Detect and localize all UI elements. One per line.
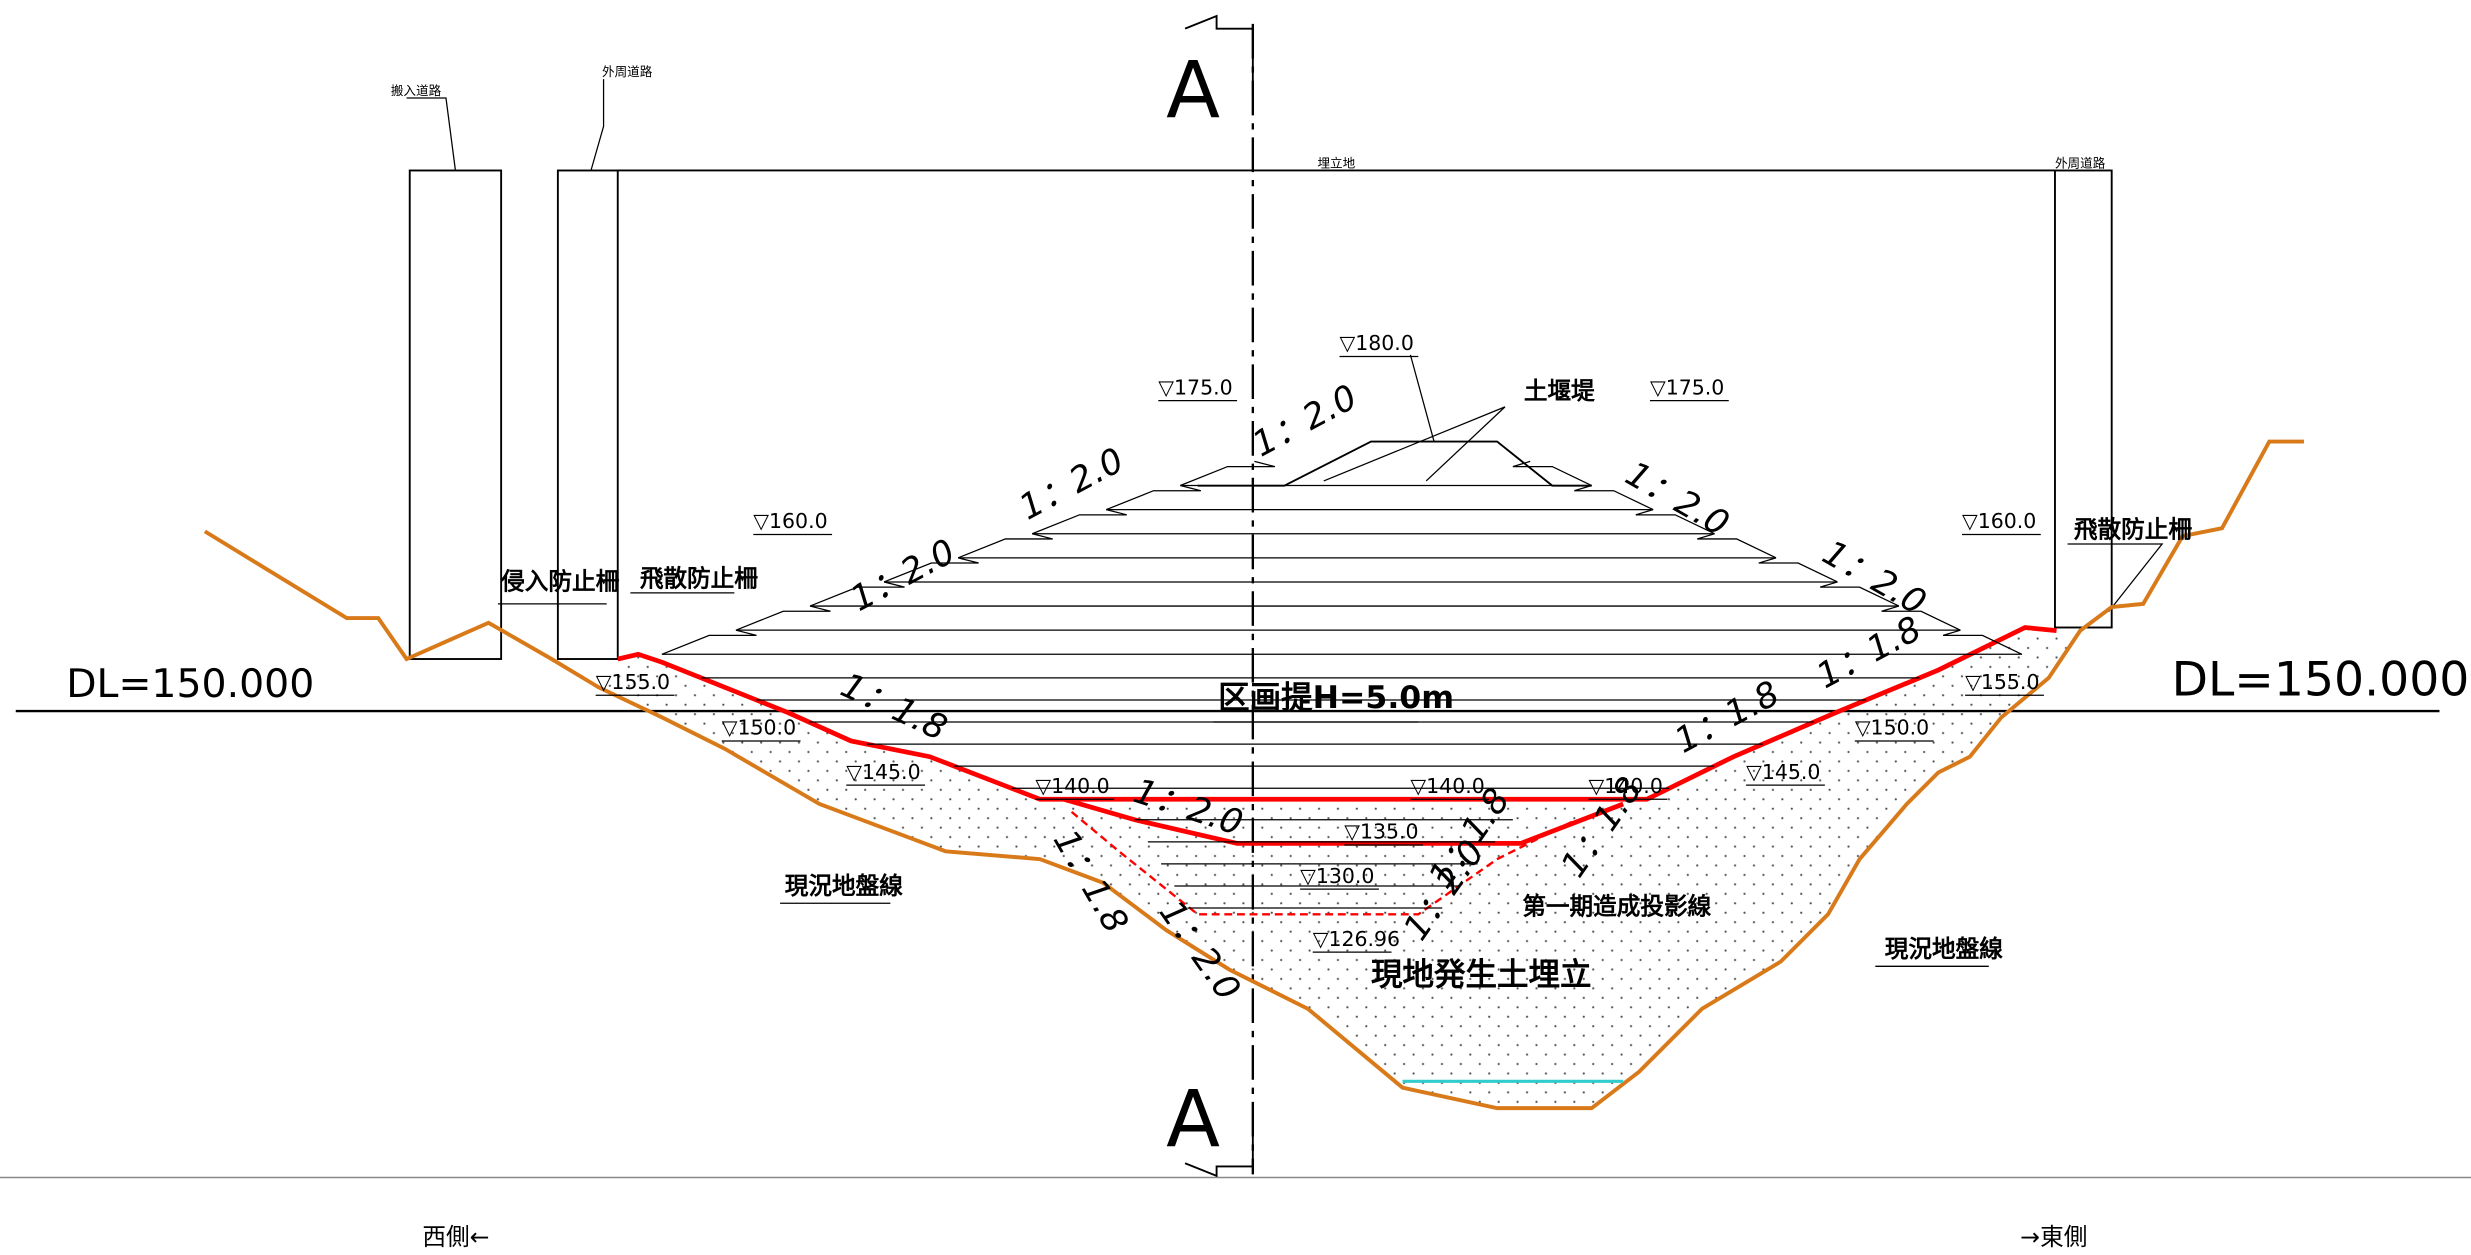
section-letter: A bbox=[1166, 44, 1220, 136]
terrace-step bbox=[1106, 484, 1201, 511]
road-box bbox=[556, 169, 619, 660]
elevation-label: ▽145.0 bbox=[846, 760, 920, 784]
terrace-step bbox=[735, 605, 831, 631]
leader bbox=[1409, 354, 1435, 442]
slope-label: 1：2.0 bbox=[1246, 377, 1364, 465]
elevation-label: ▽150.0 bbox=[1855, 716, 1929, 740]
road-label: 外周道路 bbox=[602, 64, 653, 79]
terrace-step bbox=[1697, 533, 1777, 559]
road-label: 埋立地 bbox=[1317, 155, 1355, 170]
red-line bbox=[617, 625, 2057, 802]
terrace-step bbox=[661, 629, 757, 655]
annotation: 現地発生土埋立 bbox=[1371, 956, 1592, 993]
road-box bbox=[2054, 169, 2113, 629]
terrace-step bbox=[1180, 460, 1276, 487]
slope-label: 1：2.0 bbox=[1619, 454, 1736, 545]
terrace-step bbox=[1574, 484, 1654, 511]
annotation: 土堰堤 bbox=[1524, 377, 1595, 405]
elevation-label: ▽160.0 bbox=[1962, 509, 2036, 533]
leader bbox=[590, 79, 605, 171]
road-box bbox=[408, 169, 503, 660]
elevation-label: ▽126.96 bbox=[1313, 927, 1400, 951]
terrace-step bbox=[1031, 509, 1127, 535]
elevation-label: ▽155.0 bbox=[596, 670, 670, 694]
terrace-step bbox=[883, 557, 979, 583]
elevation-label: ▽150.0 bbox=[722, 716, 796, 740]
annotation: 現況地盤線 bbox=[785, 872, 903, 900]
annotation: 現況地盤線 bbox=[1885, 935, 2003, 963]
section-letter: A bbox=[1166, 1073, 1220, 1165]
leader bbox=[1425, 406, 1506, 482]
fill-area bbox=[598, 627, 2081, 1109]
terrace-step bbox=[1819, 581, 1900, 607]
projection-line bbox=[1070, 810, 1577, 916]
elevation-label: ▽140.0 bbox=[1589, 774, 1663, 798]
elevation-label: ▽180.0 bbox=[1340, 331, 1414, 355]
annotation: 第一期造成投影線 bbox=[1522, 892, 1711, 920]
direction-label: 西側← bbox=[422, 1223, 489, 1251]
slope-label: 1：2.0 bbox=[1816, 533, 1933, 624]
terrace-step bbox=[809, 581, 905, 607]
elevation-label: ▽155.0 bbox=[1965, 670, 2039, 694]
elevation-label: ▽135.0 bbox=[1344, 820, 1418, 844]
terrace-step bbox=[1758, 557, 1838, 583]
direction-label: →東側 bbox=[2020, 1223, 2087, 1251]
section-mark-bottom bbox=[1184, 1103, 1254, 1178]
elevation-label: ▽160.0 bbox=[753, 509, 827, 533]
annotation: 区画提H=5.0m bbox=[1218, 680, 1454, 716]
elevation-label: ▽145.0 bbox=[1746, 760, 1820, 784]
datum-label: DL=150.000 bbox=[66, 661, 314, 707]
road-label: 外周道路 bbox=[2055, 155, 2106, 170]
terrace-step bbox=[1881, 605, 1961, 631]
terrace-step bbox=[1942, 629, 2023, 655]
fence-label: 侵入防止柵 bbox=[500, 568, 619, 596]
leader bbox=[2067, 543, 2164, 613]
ground-line bbox=[203, 439, 2304, 1111]
terrace-step bbox=[1635, 509, 1715, 535]
road-label: 搬入道路 bbox=[391, 83, 442, 98]
terrace-step bbox=[957, 533, 1053, 559]
leader bbox=[1323, 406, 1506, 482]
terrace-step bbox=[1512, 460, 1592, 487]
elevation-label: ▽130.0 bbox=[1300, 864, 1374, 888]
datum-label: DL=150.000 bbox=[2172, 652, 2470, 707]
leader bbox=[406, 97, 457, 171]
elevation-label: ▽175.0 bbox=[1650, 375, 1724, 399]
fence-label: 飛散防止柵 bbox=[2074, 516, 2192, 544]
elevation-label: ▽175.0 bbox=[1158, 375, 1232, 399]
geometry bbox=[0, 14, 2471, 1179]
elevation-label: ▽140.0 bbox=[1410, 774, 1484, 798]
elevation-label: ▽140.0 bbox=[1035, 774, 1109, 798]
section-mark-top bbox=[1184, 14, 1254, 95]
fence-label: 飛散防止柵 bbox=[640, 565, 758, 593]
